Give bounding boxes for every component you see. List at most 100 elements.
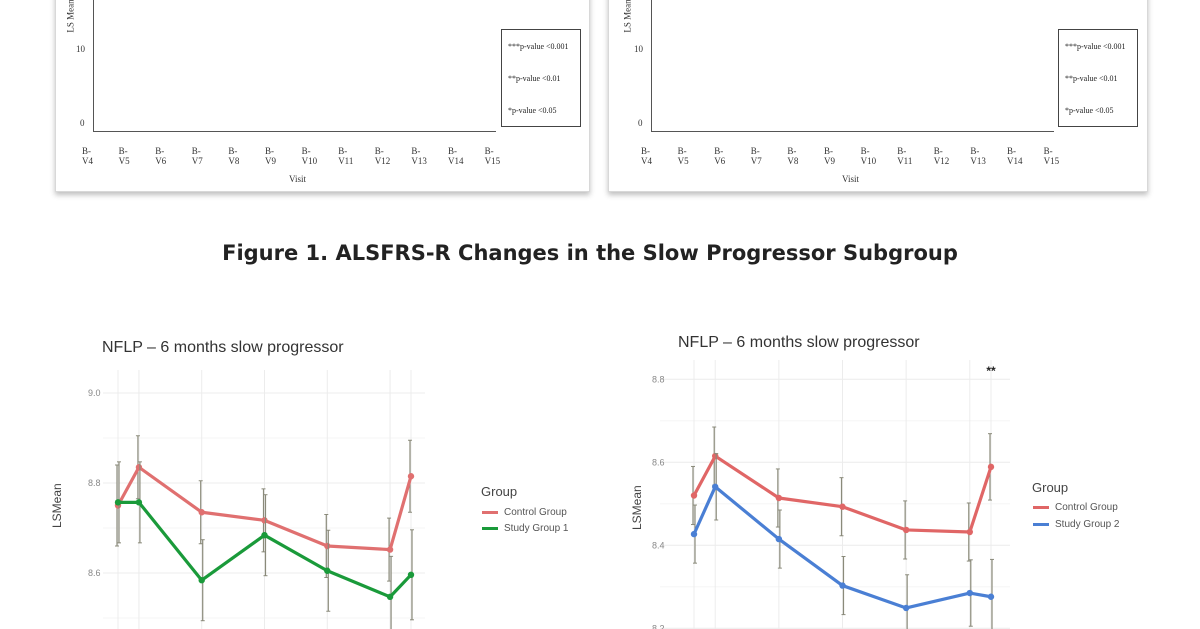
data-point [966,589,973,597]
data-point [386,593,394,601]
x-tick: B-V8 [787,146,799,166]
x-tick: B-V7 [750,146,762,166]
data-point [775,494,783,502]
legend-swatch [1033,523,1049,526]
legend-swatch [482,511,498,514]
legend-swatch [1033,506,1049,509]
x-tick: B-V15 [1043,146,1060,166]
y-tick-label: 9.0 [88,388,101,398]
data-point [712,483,719,490]
x-tick: B-V14 [448,146,464,166]
data-point [966,528,973,536]
legend-label: Study Group 1 [504,523,569,534]
legend-title: Group [1032,480,1069,495]
x-tick: B-V10 [860,146,877,166]
x-axis [651,131,1054,132]
data-point [261,532,268,539]
y-tick: 0 [80,118,85,128]
chart-left: 9.0 8.8 8.6 [88,370,425,629]
y-tick: 0 [638,118,643,128]
legend-swatch [482,527,498,530]
x-axis [93,131,496,132]
x-tick: B-V5 [677,146,689,166]
y-axis-label: LSMean [50,483,64,528]
x-tick: B-V13 [411,146,427,166]
x-tick: B-V9 [824,146,835,166]
legend-box: ***p-value <0.001 **p-value <0.01 *p-val… [1058,29,1138,127]
data-point [987,593,995,600]
x-tick: B-V7 [191,146,203,166]
data-point [775,535,783,543]
x-axis-label: Visit [289,174,306,184]
y-tick: 10 [634,44,643,54]
legend-label: Study Group 2 [1055,519,1120,530]
y-tick-label: 8.8 [652,374,665,384]
chart-title: NFLP – 6 months slow progressor [678,334,920,351]
y-axis-label: LSMean [630,485,644,530]
chart-right: 8.8 8.6 8.4 8.2 ** [652,360,1010,629]
legend-box: ***p-value <0.001 **p-value <0.01 *p-val… [501,29,581,127]
data-point [407,571,415,578]
y-tick-label: 8.4 [652,540,665,550]
x-tick: B-V9 [265,146,276,166]
data-point [198,577,205,584]
x-tick: B-V4 [82,146,93,166]
legend-item: ***p-value <0.001 [1065,42,1126,51]
x-tick: B-V10 [301,146,318,166]
x-tick: B-V13 [970,146,986,166]
y-axis [651,0,652,131]
data-point [902,604,910,612]
data-point [712,452,719,460]
data-point [261,517,268,524]
legend-item-study: Study Group 1 [482,523,568,534]
legend-item: **p-value <0.01 [508,74,561,83]
legend-title: Group [481,484,518,499]
y-tick-label: 8.8 [88,478,101,488]
data-point [386,546,394,553]
legend-item-study: Study Group 2 [1033,519,1119,530]
legend-item-control: Control Group [482,507,567,518]
y-tick-label: 8.2 [652,623,665,629]
data-point [690,530,698,538]
x-tick: B-V15 [484,146,501,166]
y-axis-label: LS Mean [622,0,633,33]
x-tick: B-V5 [118,146,130,166]
chart-title: NFLP – 6 months slow progressor [102,339,344,356]
x-tick: B-V4 [641,146,652,166]
data-point [407,473,415,480]
x-tick: B-V11 [897,146,913,166]
x-tick: B-V12 [374,146,391,166]
top-right-panel: LS Mean 10 0 B-V4 B-V5 B-V6 B-V7 B-V8 B-V9 B-V… [608,0,1148,192]
top-left-panel: LS Mean 10 0 B-V4 B-V5 B-V6 B-V7 B-V8 B-V9 B-V… [55,0,590,192]
data-point [135,499,143,506]
data-point [839,582,846,589]
legend-item-control: Control Group [1033,502,1118,513]
data-point [690,492,698,499]
legend-item: **p-value <0.01 [1065,74,1118,83]
legend-label: Control Group [504,507,567,518]
x-tick: B-V14 [1007,146,1023,166]
significance-annotation: ** [986,364,996,378]
data-point [198,509,205,516]
x-tick: B-V6 [155,146,167,166]
x-tick: B-V6 [714,146,726,166]
legend-item: *p-value <0.05 [1065,106,1114,115]
y-tick: 10 [76,44,85,54]
x-tick: B-V12 [933,146,950,166]
x-axis-label: Visit [842,174,859,184]
legend-item: *p-value <0.05 [508,106,557,115]
data-point [902,526,910,534]
y-tick-label: 8.6 [652,457,665,467]
data-point [135,464,143,471]
data-point [987,463,995,471]
figure-title: Figure 1. ALSFRS-R Changes in the Slow P… [222,241,958,265]
data-point [114,499,122,506]
data-point [324,542,331,550]
y-axis [93,0,94,131]
y-tick-label: 8.6 [88,568,101,578]
data-point [324,567,331,574]
data-point [839,503,846,510]
y-axis-label: LS Mean [65,0,76,33]
legend-item: ***p-value <0.001 [508,42,569,51]
x-tick: B-V11 [338,146,354,166]
